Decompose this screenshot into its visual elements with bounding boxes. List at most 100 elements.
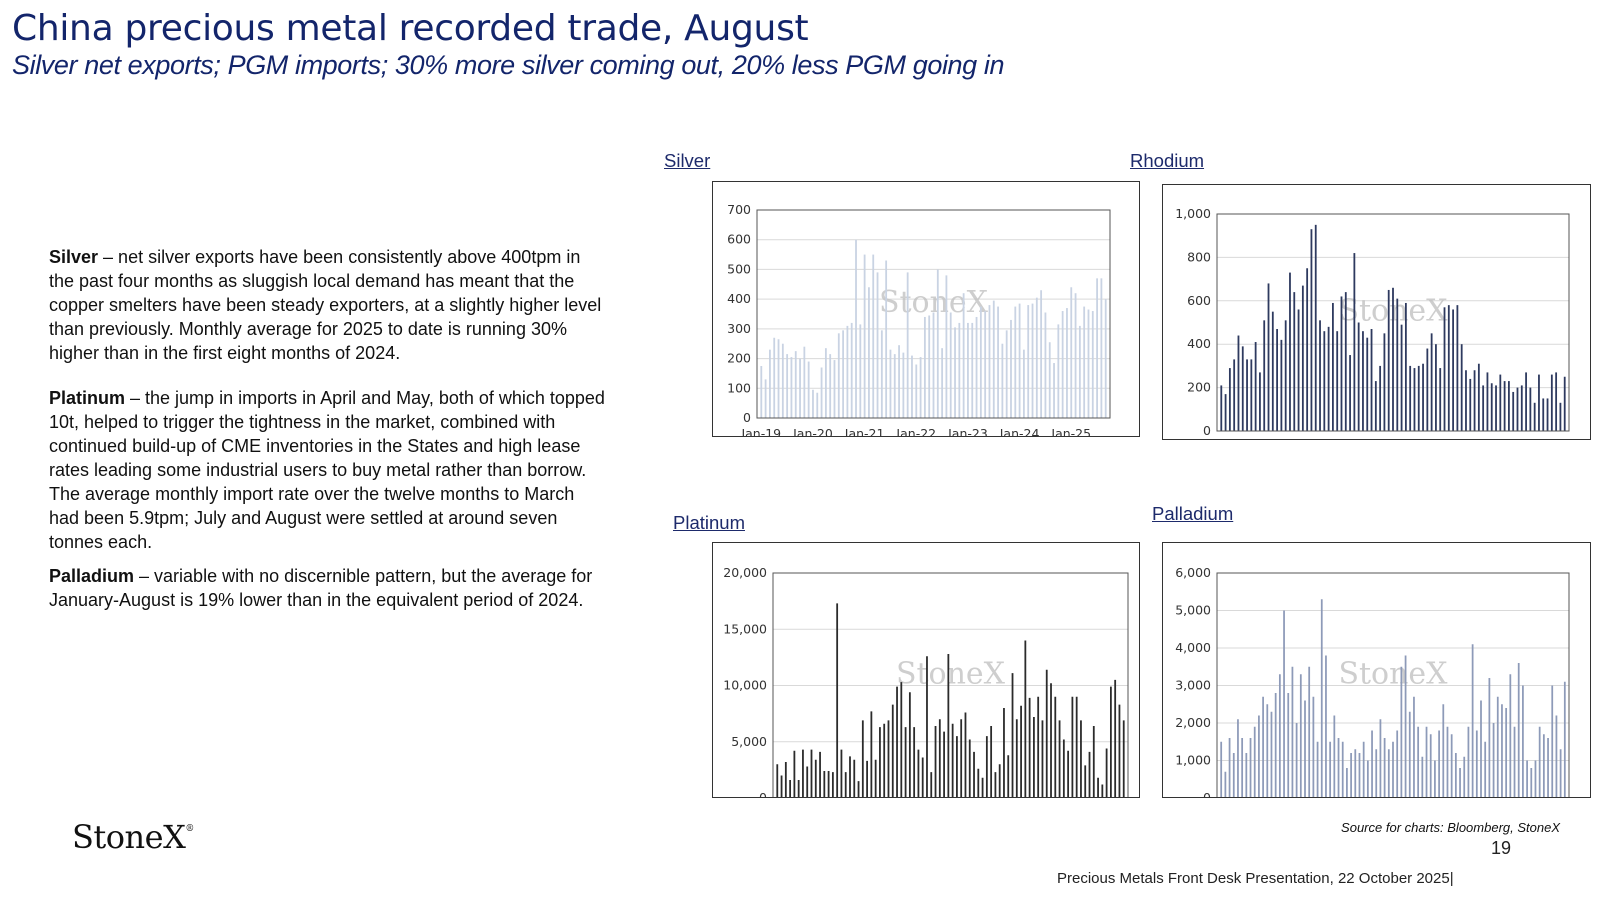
bar — [1353, 253, 1356, 431]
y-tick-label: 15,000 — [723, 621, 767, 636]
bar — [919, 357, 922, 418]
bar — [803, 346, 806, 418]
bar — [1250, 359, 1253, 431]
bar — [1308, 666, 1311, 797]
bar — [1513, 726, 1516, 797]
bar — [816, 392, 819, 418]
bar — [1450, 734, 1453, 797]
bar — [760, 366, 763, 418]
bar — [1018, 303, 1021, 418]
bar — [1024, 640, 1027, 797]
bar — [1289, 272, 1291, 431]
bar — [1340, 296, 1343, 431]
bar — [988, 305, 991, 418]
bar — [1387, 289, 1390, 431]
bar — [1354, 749, 1357, 797]
bar — [1400, 666, 1403, 797]
bar — [926, 656, 928, 797]
bar — [1392, 287, 1394, 431]
bar — [1262, 696, 1264, 797]
bar — [1533, 402, 1536, 431]
platinum-lead: Platinum — [49, 388, 126, 408]
bar — [1020, 705, 1022, 797]
bar — [891, 704, 894, 797]
bar — [1080, 720, 1082, 797]
bar — [1001, 343, 1004, 418]
palladium-chart-title: Palladium — [1152, 503, 1234, 524]
bar — [820, 367, 823, 418]
bar — [1241, 346, 1244, 431]
bar — [855, 239, 857, 418]
bar — [1463, 756, 1466, 797]
bar — [1496, 696, 1499, 797]
rhodium-chart-title: Rhodium — [1130, 150, 1205, 171]
bar — [789, 780, 792, 797]
bar — [1409, 365, 1412, 431]
bar — [1486, 372, 1489, 431]
bar — [1104, 299, 1107, 418]
bar — [1404, 302, 1407, 431]
bar — [1332, 302, 1334, 431]
bar — [1010, 319, 1012, 418]
bar — [1301, 285, 1304, 431]
bar — [769, 349, 771, 418]
bar — [1509, 674, 1512, 797]
bar — [1459, 768, 1461, 797]
bar — [784, 762, 787, 797]
bar — [1379, 365, 1382, 431]
stonex-watermark: StoneX — [1338, 657, 1448, 692]
bar — [1040, 290, 1043, 418]
bar — [1370, 329, 1373, 431]
bar — [979, 306, 982, 418]
bar — [1362, 741, 1365, 797]
bar — [1439, 368, 1442, 431]
bar — [824, 348, 827, 418]
bar — [943, 731, 945, 797]
bar — [1066, 308, 1068, 418]
plot-area-border — [772, 572, 1129, 797]
bar — [777, 339, 780, 418]
bar — [923, 316, 926, 418]
platinum-paragraph: Platinum – the jump in imports in April … — [49, 386, 609, 554]
bar — [1454, 753, 1457, 797]
bar — [893, 354, 896, 418]
bar — [1045, 669, 1048, 797]
bar — [1058, 720, 1061, 797]
bar — [1473, 370, 1476, 431]
x-tick-label: Jan-20 — [792, 426, 833, 436]
bar — [1035, 297, 1038, 418]
bar — [1456, 305, 1459, 431]
bar — [985, 736, 988, 797]
bar — [883, 723, 886, 797]
bar — [1542, 398, 1545, 431]
bar — [1538, 726, 1541, 797]
silver-text: – net silver exports have been consisten… — [49, 247, 602, 363]
bar — [1320, 599, 1323, 797]
bar — [879, 727, 881, 797]
bar — [936, 269, 939, 418]
bar — [819, 751, 821, 797]
bar — [1270, 711, 1273, 797]
bar — [807, 361, 810, 418]
bar — [814, 759, 817, 797]
bar — [1538, 374, 1540, 431]
y-tick-label: 4,000 — [1175, 640, 1211, 655]
bar — [1362, 331, 1364, 431]
footer-text: Precious Metals Front Desk Presentation,… — [1057, 870, 1454, 887]
bar — [981, 777, 984, 797]
bar — [956, 736, 958, 797]
bar — [1291, 666, 1294, 797]
bar — [934, 726, 937, 797]
bar — [802, 749, 804, 797]
bar — [1559, 749, 1562, 797]
bar — [776, 764, 779, 797]
bar — [1477, 363, 1480, 431]
bar — [951, 723, 954, 797]
x-tick-label: Jan-23 — [947, 426, 988, 436]
y-tick-label: 3,000 — [1175, 678, 1211, 693]
bar — [794, 351, 797, 418]
palladium-paragraph: Palladium – variable with no discernible… — [49, 564, 609, 612]
bar — [1287, 693, 1290, 797]
bar — [1276, 329, 1278, 431]
